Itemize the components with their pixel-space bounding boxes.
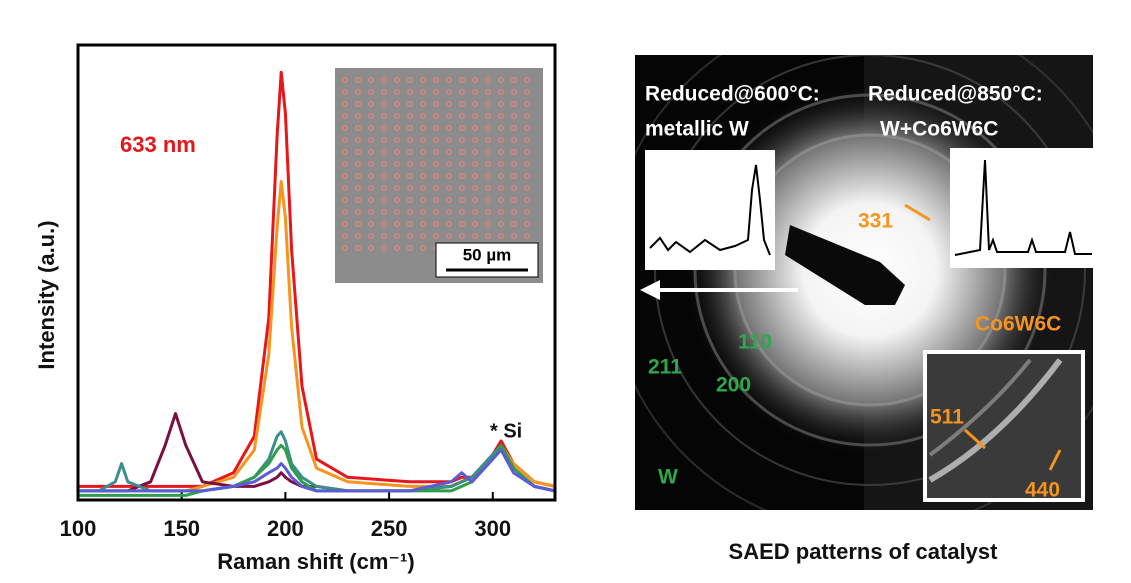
sem-inset: 50 µm	[335, 68, 543, 283]
scale-label: 50 µm	[463, 245, 512, 264]
saed-title: Reduced@600°C:	[645, 83, 820, 106]
phase-label: Co6W6C	[975, 313, 1061, 336]
x-tick-label: 100	[60, 516, 97, 541]
phase-label: W	[658, 466, 678, 489]
si-label: * Si	[490, 420, 522, 442]
ring-label: 511	[930, 406, 964, 429]
saed-title: Reduced@850°C:	[868, 83, 1043, 106]
x-tick-label: 200	[267, 516, 304, 541]
x-axis-label: Raman shift (cm⁻¹)	[217, 549, 414, 574]
saed-subtitle: W+Co6W6C	[880, 118, 998, 141]
x-tick-label: 250	[371, 516, 408, 541]
ring-label: 211	[648, 356, 682, 379]
x-tick-label: 150	[163, 516, 200, 541]
ring-label: 110	[738, 331, 772, 354]
x-tick-label: 300	[474, 516, 511, 541]
figure: Reduced@600°C: metallic W Reduced@850°C:…	[0, 0, 1131, 583]
y-axis-label: Intensity (a.u.)	[34, 220, 59, 369]
ring-label: 200	[716, 374, 751, 397]
laser-label: 633 nm	[120, 132, 196, 157]
ring-label: 440	[1025, 479, 1060, 502]
ring-label: 331	[858, 210, 893, 233]
caption: SAED patterns of catalyst	[729, 539, 999, 564]
saed-subtitle: metallic W	[645, 118, 749, 141]
